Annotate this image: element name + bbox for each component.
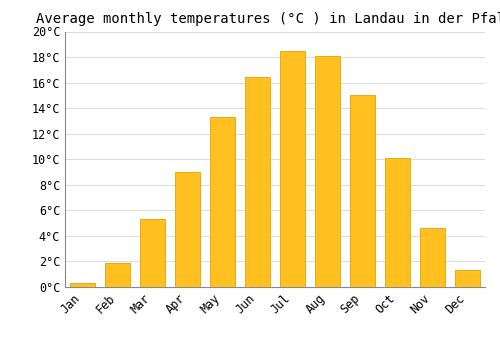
Title: Average monthly temperatures (°C ) in Landau in der Pfalz: Average monthly temperatures (°C ) in La… [36,12,500,26]
Bar [385,158,410,287]
Bar [316,56,340,287]
Bar [176,172,200,287]
Bar [140,219,165,287]
Bar [455,271,480,287]
Bar [280,51,305,287]
Bar [105,263,130,287]
Bar [210,117,235,287]
Bar [70,283,95,287]
Bar [245,77,270,287]
Bar [420,228,445,287]
Bar [350,95,375,287]
